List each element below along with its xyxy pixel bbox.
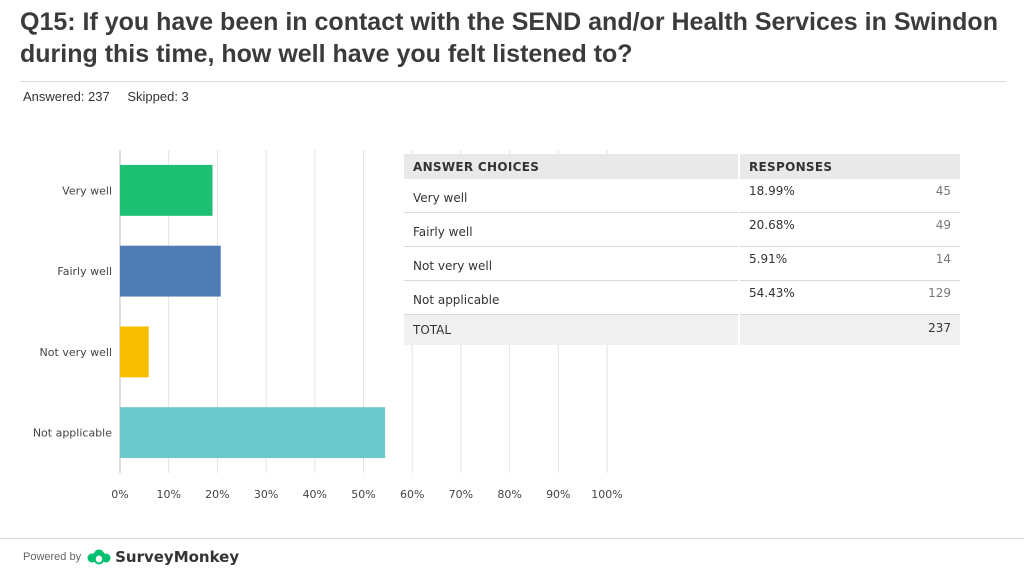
x-tick-label: 0% <box>111 488 128 501</box>
answered-count: Answered: 237 <box>23 89 110 104</box>
table-row: Very well 18.99% 45 <box>404 179 960 213</box>
bar <box>120 164 213 216</box>
powered-by-label: Powered by <box>23 551 82 563</box>
y-category-label: Not very well <box>40 346 112 359</box>
answer-choice-cell: Fairly well <box>404 212 740 247</box>
response-count-cell: 129 <box>874 280 960 315</box>
table-total-row: TOTAL 237 <box>404 314 960 345</box>
table-row: Not very well 5.91% 14 <box>404 246 960 281</box>
response-count-cell: 14 <box>874 246 960 281</box>
bar <box>120 326 149 378</box>
x-tick-label: 60% <box>400 488 424 501</box>
response-percent-cell: 20.68% <box>739 212 875 247</box>
response-percent-cell: 18.99% <box>739 179 875 213</box>
x-tick-label: 70% <box>449 488 473 501</box>
y-category-label: Very well <box>62 184 112 197</box>
table-row: Not applicable 54.43% 129 <box>404 280 960 315</box>
answer-choice-cell: Not very well <box>404 246 740 281</box>
footer: Powered by SurveyMonkey <box>23 548 239 566</box>
x-tick-label: 40% <box>303 488 327 501</box>
table-header-row: ANSWER CHOICES RESPONSES <box>404 154 960 179</box>
table-row: Fairly well 20.68% 49 <box>404 212 960 247</box>
x-tick-label: 80% <box>497 488 521 501</box>
bar <box>120 407 386 459</box>
footer-divider <box>0 538 1024 539</box>
header-responses: RESPONSES <box>739 154 960 179</box>
y-category-label: Not applicable <box>33 427 112 440</box>
answer-choice-cell: Not applicable <box>404 280 740 315</box>
brand-name: SurveyMonkey <box>115 548 240 566</box>
response-count-cell: 45 <box>874 179 960 213</box>
skipped-count: Skipped: 3 <box>127 89 189 104</box>
x-tick-label: 30% <box>254 488 278 501</box>
x-tick-label: 20% <box>205 488 229 501</box>
x-tick-label: 90% <box>546 488 570 501</box>
question-title: Q15: If you have been in contact with th… <box>20 8 998 68</box>
surveymonkey-logo-icon <box>87 549 111 565</box>
header-answer-choices: ANSWER CHOICES <box>404 154 740 179</box>
x-tick-label: 100% <box>591 488 622 501</box>
x-tick-label: 10% <box>156 488 180 501</box>
response-percent-cell: 54.43% <box>739 280 875 315</box>
bar <box>120 245 221 297</box>
responses-table: ANSWER CHOICES RESPONSES Very well 18.99%… <box>404 154 960 345</box>
total-value: 237 <box>874 314 960 345</box>
total-label: TOTAL <box>404 314 740 345</box>
title-divider <box>20 81 1006 82</box>
total-spacer <box>739 314 875 345</box>
answer-choice-cell: Very well <box>404 179 740 213</box>
response-stats: Answered: 237 Skipped: 3 <box>23 89 203 104</box>
response-count-cell: 49 <box>874 212 960 247</box>
bar-chart: 0% 10% 20% 30% 40% 50% 60% 70% 80% 90% 100% Very we… <box>33 150 623 501</box>
response-percent-cell: 5.91% <box>739 246 875 281</box>
y-category-label: Fairly well <box>57 265 112 278</box>
x-tick-label: 50% <box>351 488 375 501</box>
